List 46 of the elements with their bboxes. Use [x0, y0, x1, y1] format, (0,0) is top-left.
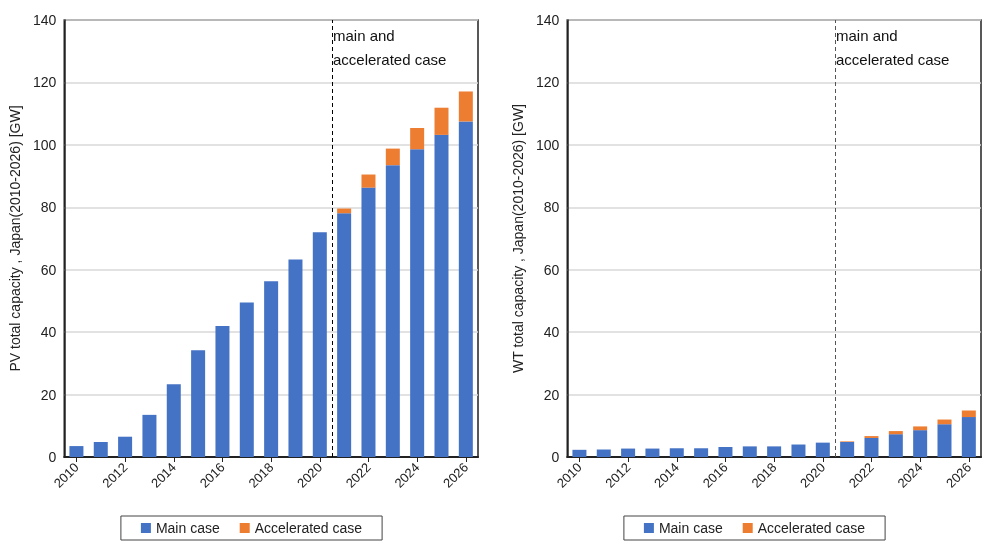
- bar: [434, 134, 449, 457]
- bar: [142, 414, 157, 457]
- bar: [385, 165, 400, 457]
- y-tick-label: 40: [40, 324, 57, 341]
- y-tick-label: 0: [551, 449, 560, 465]
- bar: [312, 232, 327, 457]
- ref-line-label: main and accelerated case: [835, 26, 950, 68]
- legend-label: Accelerated case: [757, 520, 866, 536]
- bar: [458, 91, 473, 122]
- y-tick-label: 20: [40, 386, 57, 403]
- bar: [410, 149, 425, 457]
- bar: [93, 442, 108, 457]
- bar: [337, 213, 352, 457]
- y-tick-label: 120: [535, 74, 560, 91]
- bar: [166, 384, 181, 457]
- legend-label: Accelerated case: [254, 520, 363, 536]
- bar: [458, 121, 473, 457]
- legend-label: Main case: [658, 520, 723, 536]
- y-tick-label: 80: [543, 199, 560, 216]
- y-tick-label: 100: [32, 136, 57, 153]
- y-tick-label: 60: [40, 261, 57, 278]
- y-tick-label: 80: [40, 199, 57, 216]
- bar: [118, 436, 133, 457]
- bar: [361, 174, 376, 188]
- bar: [385, 148, 400, 166]
- bar: [239, 302, 254, 457]
- bar: [288, 259, 303, 457]
- legend-label: Main case: [155, 520, 220, 536]
- y-tick-label: 140: [535, 12, 560, 28]
- y-tick-label: 40: [543, 324, 560, 341]
- y-axis-title: WT total capacity , Japan(2010-2026) [GW]: [510, 104, 526, 373]
- bar: [361, 187, 376, 457]
- bar: [69, 446, 84, 457]
- y-tick-label: 100: [535, 136, 560, 153]
- bar: [434, 107, 449, 135]
- bar: [215, 325, 230, 457]
- y-tick-label: 120: [32, 74, 57, 91]
- bar: [264, 281, 279, 457]
- ref-line-label: main and accelerated case: [332, 26, 447, 68]
- bar: [191, 350, 206, 457]
- y-tick-label: 20: [543, 386, 560, 403]
- y-tick-label: 140: [32, 12, 57, 28]
- y-axis-title: PV total capacity , Japan(2010-2026) [GW]: [7, 105, 23, 372]
- y-tick-label: 0: [48, 449, 57, 465]
- bar: [410, 128, 425, 150]
- y-tick-label: 60: [543, 261, 560, 278]
